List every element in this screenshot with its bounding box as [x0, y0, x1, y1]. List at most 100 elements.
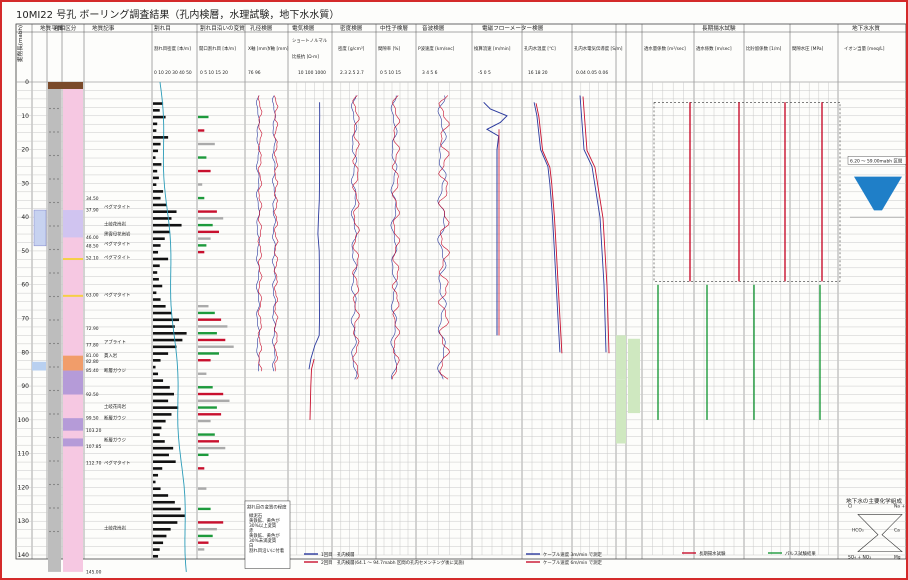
axis-ticks: 0 5 10 15 20 — [200, 70, 228, 76]
fracture-bar — [153, 433, 160, 436]
alteration-legend-line: 赤 — [249, 528, 254, 534]
column-subheader: 孔内水電気伝導度 [S/m] — [574, 45, 623, 52]
alteration-legend-line: 黄鉄鉱、黄色が — [249, 532, 280, 539]
caliper-x-run1 — [255, 95, 261, 372]
lithology-dot — [49, 107, 51, 110]
fracture-bar — [153, 217, 172, 220]
fracture-bar — [153, 115, 166, 119]
trilinear-label: HCO₃ — [852, 527, 864, 533]
rock-label: ペグマタイト — [104, 291, 130, 298]
fracture-bar — [153, 163, 162, 166]
fracture-bar — [153, 345, 177, 349]
lithology-dot — [53, 107, 55, 110]
gauge-zone-3 — [63, 438, 83, 447]
lithology-dot — [49, 272, 51, 274]
lithology-dot — [49, 507, 51, 509]
resistivity-run1 — [308, 102, 321, 370]
depth-mark: 52.10 — [86, 256, 99, 262]
fracture-bar — [153, 264, 160, 268]
depth-mark: 82.80 — [86, 359, 99, 365]
alteration-legend-line: 割れ目沿いに付着 — [249, 547, 285, 554]
open-fracture-bar — [198, 304, 209, 308]
fracture-bar — [153, 183, 157, 186]
alteration-legend-box — [244, 500, 291, 569]
fracture-bar — [153, 399, 169, 403]
alteration-legend-line: 30%未満変質 — [249, 537, 277, 544]
depth-mark: 107.85 — [86, 444, 102, 450]
column-subheader: 孔内水温度 [℃] — [524, 45, 556, 52]
neutron-run2 — [391, 95, 401, 380]
fracture-bar — [153, 332, 187, 335]
lithology-dot — [57, 107, 59, 110]
fracture-bar — [153, 304, 166, 308]
open-fracture-bar — [198, 332, 217, 335]
fracture-bar — [153, 372, 159, 376]
column-subheader: X軸 [mm] — [248, 45, 269, 52]
legend-pulse: パルス試験結果 — [785, 550, 816, 557]
rock-label: 土岐花崗岩 — [104, 220, 127, 227]
column-subheader: 間隙率 [%] — [378, 45, 400, 52]
column-header: 割れ目 — [154, 24, 171, 32]
lithology-dot — [53, 319, 55, 321]
fracture-bar — [153, 419, 166, 423]
lithology-dot — [53, 154, 55, 157]
lithology-dot — [57, 413, 59, 415]
open-fracture-bar — [198, 325, 228, 328]
depth-mark: 99.50 — [86, 416, 99, 422]
legend-run2: 2回目 孔内検層(64.1 ～ 94.7mabh 区間の孔内セメンチング後に実施… — [321, 559, 465, 566]
depth-tick: 10 — [21, 113, 29, 120]
depth-tick: 80 — [21, 349, 29, 356]
rock-label: 断層ガウジ — [104, 415, 127, 422]
fracture-bar — [153, 494, 169, 497]
depth-mark: 145.00 — [86, 569, 102, 575]
depth-mark: 46.00 — [86, 235, 99, 241]
open-fracture-bar — [198, 237, 211, 240]
fracture-bar — [153, 426, 162, 430]
fracture-bar — [153, 244, 161, 247]
axis-ticks: 76 96 — [248, 70, 261, 76]
open-fracture-bar — [198, 487, 207, 490]
open-fracture-bar — [198, 115, 209, 119]
depth-mark: 112.70 — [86, 460, 102, 466]
fracture-bar — [153, 440, 165, 443]
column-header: 割れ目沿いの変質 — [200, 24, 245, 32]
column-header: 地下水水質 — [852, 24, 880, 32]
fracture-bar — [153, 176, 159, 180]
open-fracture-bar — [198, 352, 219, 355]
lithology-dot — [53, 366, 55, 368]
fracture-bar — [153, 555, 159, 558]
lithology-dot — [57, 272, 59, 274]
open-fracture-bar — [198, 419, 211, 423]
fracture-bar — [153, 386, 170, 389]
surface-soil — [48, 82, 83, 89]
lithology-dot — [57, 201, 59, 204]
column-subheader: 比貯留係数 [1/m] — [746, 45, 782, 52]
depth-tick: 50 — [21, 248, 29, 255]
open-fracture-bar — [198, 433, 215, 436]
fracture-bar — [153, 521, 178, 524]
trilinear-label: Mg — [894, 554, 901, 560]
column-subheader: 換算流速 [m/min] — [474, 45, 511, 52]
depth-tick: 90 — [21, 383, 29, 390]
open-fracture-bar — [198, 521, 224, 524]
fracture-bar — [153, 203, 167, 207]
open-fracture-bar — [198, 217, 224, 220]
lithology-dot — [53, 483, 55, 486]
fracture-bar — [153, 237, 165, 241]
fracture-bar — [153, 169, 158, 173]
fracture-bar — [153, 514, 185, 518]
lithology-dot — [53, 342, 55, 345]
fracture-zone-1 — [33, 209, 47, 247]
lithology-dot — [53, 272, 55, 274]
fracture-bar — [153, 250, 159, 254]
fracture-bar — [153, 284, 163, 288]
lithology-dot — [49, 530, 51, 533]
open-fracture-bar — [198, 318, 222, 321]
depth-mark: 92.50 — [86, 392, 99, 398]
fracture-bar — [153, 142, 161, 146]
open-fracture-bar — [198, 244, 207, 247]
open-fracture-bar — [198, 345, 234, 348]
depth-mark: 72.90 — [86, 326, 99, 332]
